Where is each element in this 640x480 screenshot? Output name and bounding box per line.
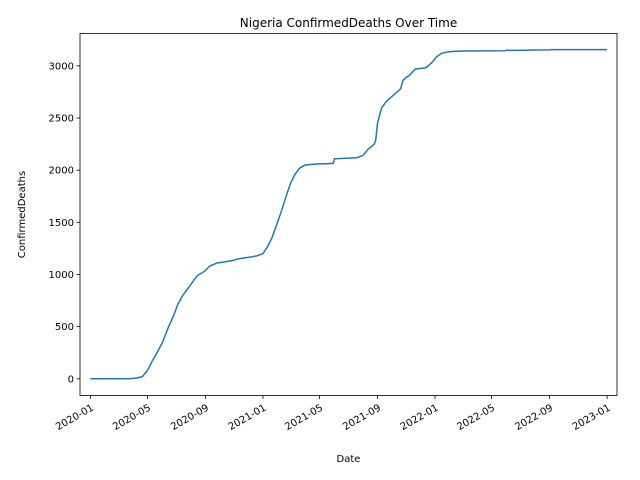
y-tick-label: 2500 [49, 114, 74, 125]
y-tick-label: 2000 [49, 166, 74, 177]
x-tick-label: 2022-09 [513, 403, 555, 433]
x-tick-label: 2021-09 [341, 403, 383, 433]
x-tick-label: 2021-05 [283, 403, 325, 433]
x-tick-label: 2023-01 [571, 403, 613, 433]
chart-title: Nigeria ConfirmedDeaths Over Time [240, 16, 457, 30]
y-tick-label: 3000 [49, 61, 74, 72]
series-group [90, 48, 608, 380]
y-tick-label: 1500 [49, 218, 74, 229]
y-tick-label: 0 [68, 374, 74, 385]
y-axis-label: ConfirmedDeaths [17, 171, 28, 258]
x-tick-label: 2022-05 [455, 403, 497, 433]
plot-frame [79, 33, 618, 396]
x-tick-label: 2020-09 [169, 403, 211, 433]
x-tick-label: 2022-01 [399, 403, 441, 433]
series-line [90, 48, 608, 380]
x-tick-label: 2021-01 [227, 403, 269, 433]
x-tick-label: 2020-01 [54, 403, 96, 433]
x-axis: 2020-01 2020-05 2020-09 2021-01 2021-05 2021-… [54, 395, 613, 433]
x-axis-label: Date [337, 454, 361, 465]
x-tick-label: 2020-05 [111, 403, 153, 433]
y-tick-label: 1000 [49, 270, 74, 281]
y-tick-label: 500 [55, 322, 74, 333]
y-axis: 0 500 1000 1500 2000 2500 3000 [49, 61, 80, 385]
